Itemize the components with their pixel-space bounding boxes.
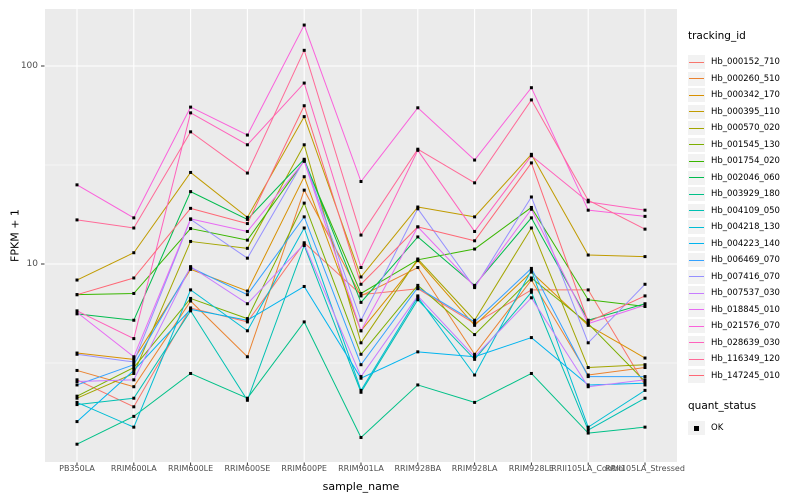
y-tick-label: 100	[20, 60, 38, 71]
legend-item: Hb_006469_070	[688, 252, 800, 269]
legend-items: Hb_000152_710 Hb_000260_510 Hb_000342_170 H…	[688, 54, 800, 384]
series-line-swatch-icon	[688, 137, 705, 152]
legend-item-label: Hb_002046_060	[711, 172, 780, 183]
series-line-swatch-icon	[688, 187, 705, 202]
legend-item-label: Hb_007537_030	[711, 288, 780, 299]
series-line-swatch-icon	[688, 55, 705, 70]
legend-item-label: Hb_018845_010	[711, 304, 780, 315]
legend-item: Hb_001545_130	[688, 137, 800, 154]
x-axis-title: sample_name	[322, 480, 400, 493]
x-tick-label: RRIM600PE	[281, 464, 327, 473]
x-tick-label: PB350LA	[59, 464, 95, 473]
series-line-swatch-icon	[688, 368, 705, 383]
series-line-swatch-icon	[688, 302, 705, 317]
legend-item: Hb_004223_140	[688, 236, 800, 253]
legend-item-label: Hb_000260_510	[711, 73, 780, 84]
ok-square-swatch-icon	[688, 421, 705, 436]
y-tick-label: 10	[26, 258, 38, 269]
legend-item: Hb_000260_510	[688, 71, 800, 88]
series-line-swatch-icon	[688, 104, 705, 119]
legend-item: Hb_021576_070	[688, 318, 800, 335]
legend-item-label: Hb_004218_130	[711, 222, 780, 233]
series-line-swatch-icon	[688, 286, 705, 301]
legend-item-label: Hb_028639_030	[711, 337, 780, 348]
legend-item-label: Hb_000152_710	[711, 57, 780, 68]
legend-item: Hb_007537_030	[688, 285, 800, 302]
x-tick-label: RRIM928LA	[451, 464, 498, 473]
series-line-swatch-icon	[688, 352, 705, 367]
series-line-swatch-icon	[688, 71, 705, 86]
legend-title-quant-status: quant_status	[688, 400, 757, 412]
legend-item: Hb_000570_020	[688, 120, 800, 137]
legend-item-label: Hb_147245_010	[711, 370, 780, 381]
legend-item-label: Hb_000570_020	[711, 123, 780, 134]
x-tick-label: RRIM928LE	[508, 464, 554, 473]
legend-item: Hb_003929_180	[688, 186, 800, 203]
legend-item-label: Hb_000342_170	[711, 90, 780, 101]
legend-item-label: Hb_007416_070	[711, 271, 780, 282]
series-line-swatch-icon	[688, 335, 705, 350]
series-line-swatch-icon	[688, 220, 705, 235]
legend-title-tracking-id: tracking_id	[688, 30, 746, 42]
legend-item: Hb_000152_710	[688, 54, 800, 71]
legend-item: Hb_116349_120	[688, 351, 800, 368]
legend-item: Hb_002046_060	[688, 170, 800, 187]
series-line-swatch-icon	[688, 236, 705, 251]
legend-item: Hb_000342_170	[688, 87, 800, 104]
series-line-swatch-icon	[688, 253, 705, 268]
legend-item: Hb_147245_010	[688, 368, 800, 385]
x-tick-label: RRIM600SE	[224, 464, 271, 473]
legend-item-label: Hb_003929_180	[711, 189, 780, 200]
legend-item-label: Hb_004223_140	[711, 238, 780, 249]
legend-item-label: Hb_006469_070	[711, 255, 780, 266]
x-tick-label: RRIM600LA	[110, 464, 157, 473]
series-line-swatch-icon	[688, 121, 705, 136]
legend-item-label: Hb_001754_020	[711, 156, 780, 167]
legend-item: Hb_001754_020	[688, 153, 800, 170]
series-line-swatch-icon	[688, 269, 705, 284]
legend-item-label: Hb_021576_070	[711, 321, 780, 332]
legend-item: Hb_000395_110	[688, 104, 800, 121]
x-tick-label: RRIM928BA	[394, 464, 442, 473]
legend-item-label: Hb_000395_110	[711, 106, 780, 117]
series-line-swatch-icon	[688, 170, 705, 185]
legend-item-quant-ok: OK	[688, 420, 800, 437]
x-tick-label: RRII105LA_Control	[551, 464, 626, 473]
legend-item: Hb_018845_010	[688, 302, 800, 319]
x-tick-label: RRIM901LA	[338, 464, 384, 473]
legend: tracking_id Hb_000152_710 Hb_000260_510 Hb…	[688, 30, 800, 437]
legend-item: Hb_007416_070	[688, 269, 800, 286]
legend-item: Hb_004109_050	[688, 203, 800, 220]
x-tick-label: RRII105LA_Stressed	[605, 464, 685, 473]
legend-item-label: Hb_001545_130	[711, 139, 780, 150]
legend-item-label: Hb_116349_120	[711, 354, 780, 365]
legend-item: Hb_028639_030	[688, 335, 800, 352]
quant-ok-label: OK	[711, 423, 724, 434]
series-line-swatch-icon	[688, 203, 705, 218]
series-line-swatch-icon	[688, 319, 705, 334]
y-axis-title: FPKM + 1	[8, 209, 22, 262]
series-line-swatch-icon	[688, 88, 705, 103]
x-tick-label: RRIM600LE	[168, 464, 214, 473]
legend-item-label: Hb_004109_050	[711, 205, 780, 216]
legend-item: Hb_004218_130	[688, 219, 800, 236]
series-line-swatch-icon	[688, 154, 705, 169]
